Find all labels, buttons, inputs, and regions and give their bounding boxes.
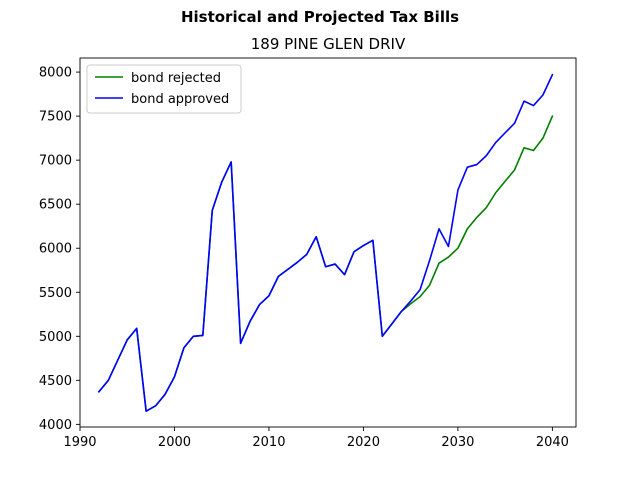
x-tick-label: 1990 — [63, 435, 96, 450]
series-layer — [97, 73, 554, 412]
chart-suptitle: Historical and Projected Tax Bills — [181, 8, 459, 26]
legend-box — [86, 64, 242, 114]
y-tick-label: 6500 — [39, 198, 72, 213]
plot-area — [80, 58, 576, 427]
x-tick-label: 2030 — [441, 435, 474, 450]
y-tick-label: 7500 — [39, 110, 72, 125]
y-tick-label: 6000 — [39, 242, 72, 257]
legend: bond rejected bond approved — [86, 64, 242, 114]
y-tick-label: 4500 — [39, 374, 72, 389]
y-tick-label: 7000 — [39, 154, 72, 169]
plot-background — [80, 58, 576, 427]
series-line-bond-approved — [97, 73, 554, 412]
axes-layer: 1990 2000 2010 2020 2030 2040 4000 4500 5000 5500… — [39, 57, 577, 450]
y-tick-label: 5000 — [39, 330, 72, 345]
axes-frame — [79, 57, 577, 428]
chart-title: 189 PINE GLEN DRIV — [251, 35, 406, 53]
y-tick-label: 8000 — [39, 66, 72, 81]
x-tick-label: 2010 — [252, 435, 285, 450]
legend-label: bond approved — [131, 92, 229, 107]
y-tick-label: 4000 — [39, 418, 72, 433]
x-tick-label: 2000 — [158, 435, 191, 450]
y-tick-label: 5500 — [39, 286, 72, 301]
x-tick-label: 2020 — [347, 435, 380, 450]
x-tick-label: 2040 — [536, 435, 569, 450]
legend-label: bond rejected — [131, 71, 221, 86]
